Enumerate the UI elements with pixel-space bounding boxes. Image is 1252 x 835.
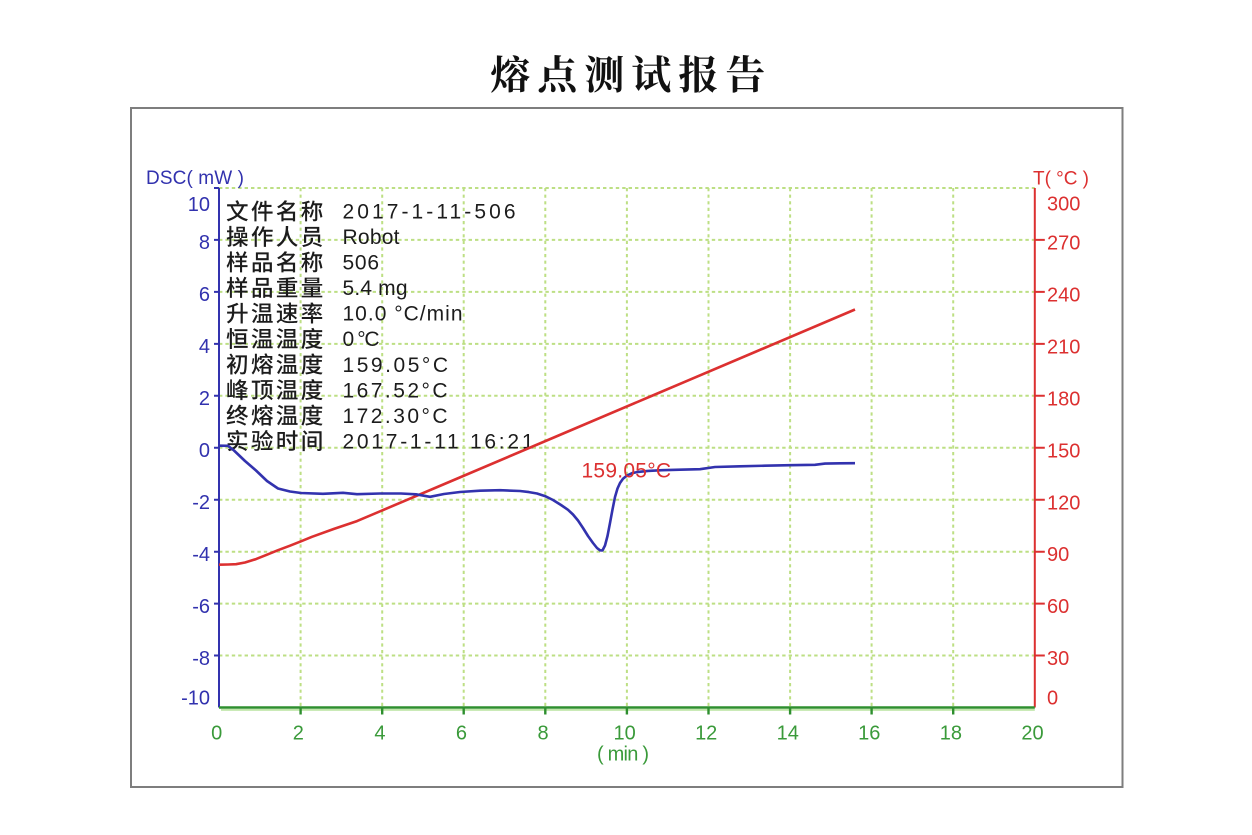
svg-text:150: 150 — [1047, 440, 1080, 462]
svg-text:180: 180 — [1047, 388, 1080, 410]
svg-text:172.30°C: 172.30°C — [343, 405, 448, 428]
svg-text:6: 6 — [199, 284, 210, 306]
svg-text:0: 0 — [1047, 687, 1058, 709]
svg-text:90: 90 — [1047, 544, 1069, 566]
svg-text:-6: -6 — [192, 596, 210, 618]
svg-text:-10: -10 — [181, 687, 210, 709]
svg-text:300: 300 — [1047, 193, 1080, 215]
svg-text:4: 4 — [199, 336, 210, 358]
svg-text:0 °C: 0 °C — [343, 328, 380, 351]
svg-text:10: 10 — [188, 194, 210, 216]
svg-text:30: 30 — [1047, 648, 1069, 670]
svg-text:-2: -2 — [192, 492, 210, 514]
svg-text:20: 20 — [1021, 723, 1043, 745]
svg-text:0: 0 — [211, 723, 222, 745]
svg-text:506: 506 — [343, 252, 380, 275]
svg-text:240: 240 — [1047, 285, 1080, 307]
svg-text:2017-1-11-506: 2017-1-11-506 — [343, 201, 516, 224]
svg-text:Robot: Robot — [343, 226, 400, 249]
svg-text:T( °C ): T( °C ) — [1033, 169, 1089, 190]
svg-text:167.52°C: 167.52°C — [343, 379, 448, 402]
svg-text:60: 60 — [1047, 596, 1069, 618]
svg-text:159.05°C: 159.05°C — [582, 460, 672, 483]
svg-text:120: 120 — [1047, 492, 1080, 514]
svg-text:0: 0 — [199, 440, 210, 462]
svg-text:10.0 °C/min: 10.0 °C/min — [343, 303, 463, 326]
svg-text:14: 14 — [777, 723, 799, 745]
svg-text:5.4 mg: 5.4 mg — [343, 277, 408, 300]
svg-text:18: 18 — [940, 723, 962, 745]
svg-text:2: 2 — [293, 723, 304, 745]
svg-text:16: 16 — [858, 723, 880, 745]
svg-text:4: 4 — [374, 723, 385, 745]
svg-text:( min ): ( min ) — [597, 744, 649, 766]
svg-text:159.05°C: 159.05°C — [343, 354, 449, 377]
svg-text:12: 12 — [695, 723, 717, 745]
svg-text:8: 8 — [199, 232, 210, 254]
svg-text:2017-1-11 16:21: 2017-1-11 16:21 — [343, 430, 534, 453]
svg-text:-8: -8 — [192, 648, 210, 670]
svg-text:210: 210 — [1047, 337, 1080, 359]
svg-text:-4: -4 — [192, 544, 210, 566]
svg-text:8: 8 — [537, 723, 548, 745]
svg-text:6: 6 — [456, 723, 467, 745]
svg-text:2: 2 — [199, 388, 210, 410]
svg-text:10: 10 — [613, 723, 635, 745]
svg-text:270: 270 — [1047, 233, 1080, 255]
svg-text:DSC( mW ): DSC( mW ) — [146, 168, 244, 189]
